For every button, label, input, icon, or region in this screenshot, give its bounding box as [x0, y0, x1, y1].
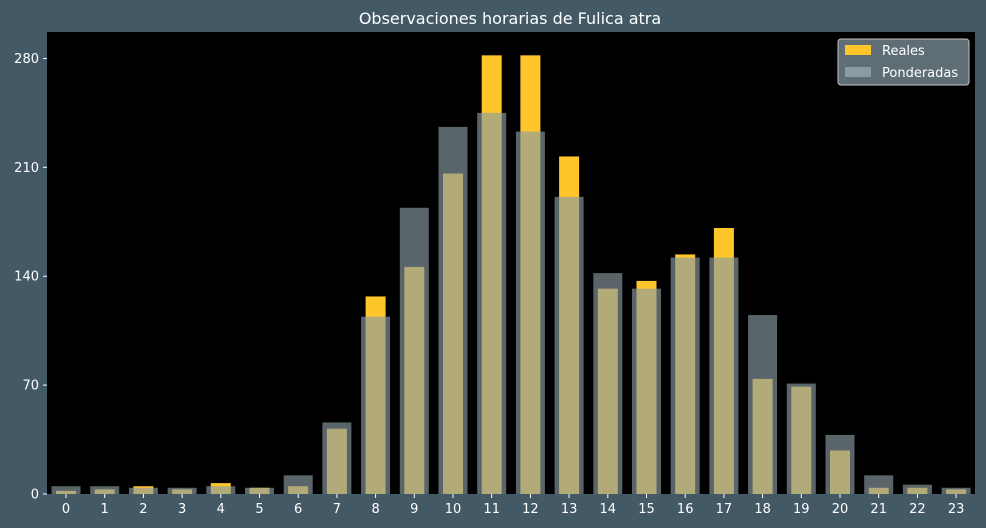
bar-ponderadas-1	[90, 486, 120, 494]
axes-group: 0 1 2 3 4 5 6 7 8 9 10 11 12 13 14 15 16 17 18 19 20 21 22 2307…	[14, 52, 964, 517]
bar-ponderadas-12	[515, 131, 545, 495]
y-tick-label-280: 280	[14, 52, 39, 67]
x-tick-label-23: 23	[948, 502, 965, 517]
legend: Reales Ponderadas	[837, 38, 970, 86]
bar-ponderadas-18	[748, 315, 778, 494]
bar-ponderadas-5	[245, 487, 274, 494]
bars-group	[51, 55, 971, 495]
x-tick-label-0: 0	[62, 502, 70, 517]
x-tick-label-15: 15	[638, 502, 655, 517]
x-tick-label-13: 13	[561, 502, 578, 517]
y-tick-label-140: 140	[14, 270, 39, 285]
x-tick-label-5: 5	[255, 502, 263, 517]
bar-ponderadas-20	[825, 434, 855, 494]
bar-ponderadas-16	[670, 257, 700, 494]
legend-swatch-reales	[845, 45, 871, 55]
bar-ponderadas-8	[361, 316, 391, 494]
x-tick-label-19: 19	[793, 502, 810, 517]
bar-ponderadas-15	[632, 288, 661, 494]
y-tick-label-70: 70	[22, 379, 39, 394]
x-tick-label-16: 16	[677, 502, 694, 517]
bar-ponderadas-4	[206, 486, 236, 494]
bar-ponderadas-6	[283, 475, 313, 494]
bar-ponderadas-0	[51, 486, 81, 494]
y-tick-label-210: 210	[14, 161, 39, 176]
x-tick-label-11: 11	[483, 502, 500, 517]
x-tick-label-7: 7	[333, 502, 341, 517]
x-tick-label-14: 14	[600, 502, 617, 517]
bar-ponderadas-10	[438, 126, 468, 494]
bar-ponderadas-21	[864, 475, 894, 494]
bar-ponderadas-7	[322, 422, 352, 494]
bar-ponderadas-17	[709, 257, 739, 494]
x-tick-label-1: 1	[101, 502, 109, 517]
legend-label-ponderadas: Ponderadas	[882, 66, 958, 81]
bar-ponderadas-3	[167, 487, 197, 494]
plot-area	[47, 32, 975, 494]
bar-ponderadas-19	[786, 383, 816, 494]
legend-swatch-ponderadas	[845, 67, 871, 77]
bar-ponderadas-2	[128, 487, 158, 494]
legend-label-reales: Reales	[882, 44, 925, 59]
x-tick-label-3: 3	[178, 502, 186, 517]
bar-ponderadas-11	[477, 112, 507, 494]
x-tick-label-8: 8	[371, 502, 379, 517]
bar-ponderadas-22	[902, 484, 932, 494]
bar-ponderadas-14	[593, 273, 623, 494]
bar-ponderadas-9	[399, 207, 429, 494]
x-tick-label-18: 18	[754, 502, 771, 517]
bar-ponderadas-13	[554, 196, 584, 494]
x-tick-label-10: 10	[445, 502, 462, 517]
x-tick-label-21: 21	[870, 502, 887, 517]
x-tick-label-20: 20	[832, 502, 849, 517]
chart-title: Observaciones horarias de Fulica atra	[359, 9, 661, 28]
y-tick-label-0: 0	[31, 488, 39, 503]
x-tick-label-9: 9	[410, 502, 418, 517]
x-tick-label-22: 22	[909, 502, 926, 517]
x-tick-label-17: 17	[716, 502, 733, 517]
x-tick-label-2: 2	[139, 502, 147, 517]
bar-ponderadas-23	[941, 487, 971, 494]
x-tick-label-6: 6	[294, 502, 302, 517]
x-tick-label-12: 12	[522, 502, 539, 517]
x-tick-label-4: 4	[217, 502, 225, 517]
